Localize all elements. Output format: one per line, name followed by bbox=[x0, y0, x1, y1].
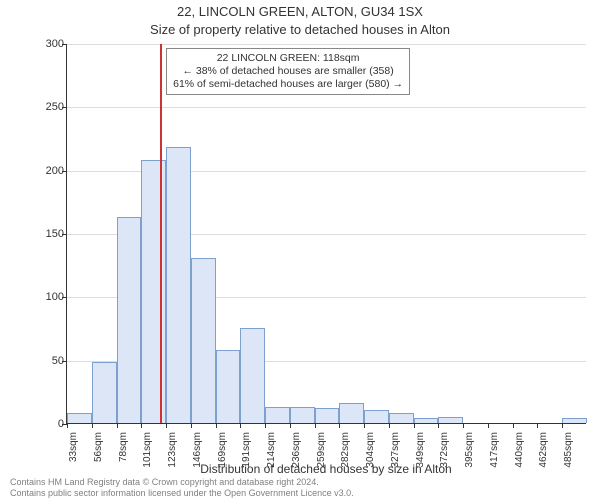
x-tick-label: 417sqm bbox=[489, 432, 500, 482]
histogram-bar bbox=[240, 328, 265, 423]
chart-supertitle: 22, LINCOLN GREEN, ALTON, GU34 1SX bbox=[0, 4, 600, 19]
histogram-bar bbox=[389, 413, 414, 423]
x-tick-label: 78sqm bbox=[118, 432, 129, 482]
x-tick-label: 56sqm bbox=[93, 432, 104, 482]
histogram-bar bbox=[92, 362, 117, 423]
histogram-bar bbox=[315, 408, 340, 423]
x-tick-mark bbox=[290, 423, 291, 428]
histogram-bar bbox=[339, 403, 364, 423]
histogram-bar bbox=[290, 407, 315, 423]
x-tick-label: 462sqm bbox=[538, 432, 549, 482]
x-tick-mark bbox=[562, 423, 563, 428]
gridline bbox=[67, 44, 586, 45]
x-tick-label: 214sqm bbox=[266, 432, 277, 482]
y-tick-label: 0 bbox=[14, 418, 64, 430]
x-tick-label: 101sqm bbox=[142, 432, 153, 482]
y-tick-label: 50 bbox=[14, 355, 64, 367]
histogram-bar bbox=[265, 407, 290, 423]
x-tick-mark bbox=[463, 423, 464, 428]
x-tick-label: 440sqm bbox=[514, 432, 525, 482]
histogram-bar bbox=[364, 410, 389, 423]
annotation-line-1: 22 LINCOLN GREEN: 118sqm bbox=[217, 52, 360, 64]
x-tick-mark bbox=[537, 423, 538, 428]
annotation-box: 22 LINCOLN GREEN: 118sqm← 38% of detache… bbox=[166, 48, 410, 95]
figure: 22, LINCOLN GREEN, ALTON, GU34 1SX Size … bbox=[0, 0, 600, 500]
histogram-bar bbox=[191, 258, 216, 423]
y-tick-label: 200 bbox=[14, 165, 64, 177]
x-tick-label: 395sqm bbox=[464, 432, 475, 482]
y-tick-label: 250 bbox=[14, 101, 64, 113]
x-tick-mark bbox=[141, 423, 142, 428]
x-tick-mark bbox=[240, 423, 241, 428]
y-tick-label: 100 bbox=[14, 291, 64, 303]
y-tick-label: 300 bbox=[14, 38, 64, 50]
histogram-bar bbox=[141, 160, 166, 423]
x-tick-mark bbox=[117, 423, 118, 428]
x-tick-mark bbox=[92, 423, 93, 428]
gridline bbox=[67, 107, 586, 108]
x-tick-label: 33sqm bbox=[68, 432, 79, 482]
x-tick-mark bbox=[216, 423, 217, 428]
x-tick-label: 304sqm bbox=[365, 432, 376, 482]
y-tick-label: 150 bbox=[14, 228, 64, 240]
reference-line bbox=[160, 44, 162, 423]
x-tick-mark bbox=[67, 423, 68, 428]
histogram-bar bbox=[117, 217, 142, 423]
x-tick-label: 191sqm bbox=[241, 432, 252, 482]
x-tick-label: 259sqm bbox=[316, 432, 327, 482]
credit-line-2: Contains public sector information licen… bbox=[10, 488, 354, 498]
x-tick-label: 485sqm bbox=[563, 432, 574, 482]
x-tick-mark bbox=[339, 423, 340, 428]
x-tick-label: 349sqm bbox=[415, 432, 426, 482]
x-tick-mark bbox=[364, 423, 365, 428]
x-tick-mark bbox=[315, 423, 316, 428]
x-tick-label: 236sqm bbox=[291, 432, 302, 482]
histogram-bar bbox=[414, 418, 439, 423]
x-tick-label: 123sqm bbox=[167, 432, 178, 482]
x-tick-mark bbox=[488, 423, 489, 428]
x-tick-mark bbox=[414, 423, 415, 428]
histogram-bar bbox=[216, 350, 241, 423]
annotation-line-2: ← 38% of detached houses are smaller (35… bbox=[182, 65, 393, 77]
plot-area: 22 LINCOLN GREEN: 118sqm← 38% of detache… bbox=[66, 44, 586, 424]
histogram-bar bbox=[562, 418, 587, 423]
annotation-line-3: 61% of semi-detached houses are larger (… bbox=[173, 78, 403, 90]
x-tick-mark bbox=[513, 423, 514, 428]
x-tick-label: 169sqm bbox=[217, 432, 228, 482]
x-tick-mark bbox=[191, 423, 192, 428]
x-tick-label: 282sqm bbox=[340, 432, 351, 482]
chart-title: Size of property relative to detached ho… bbox=[0, 22, 600, 37]
x-tick-mark bbox=[265, 423, 266, 428]
x-tick-label: 372sqm bbox=[439, 432, 450, 482]
x-tick-mark bbox=[166, 423, 167, 428]
x-tick-mark bbox=[438, 423, 439, 428]
x-tick-label: 327sqm bbox=[390, 432, 401, 482]
x-tick-mark bbox=[389, 423, 390, 428]
histogram-bar bbox=[166, 147, 191, 423]
histogram-bar bbox=[67, 413, 92, 423]
histogram-bar bbox=[438, 417, 463, 423]
x-tick-label: 146sqm bbox=[192, 432, 203, 482]
